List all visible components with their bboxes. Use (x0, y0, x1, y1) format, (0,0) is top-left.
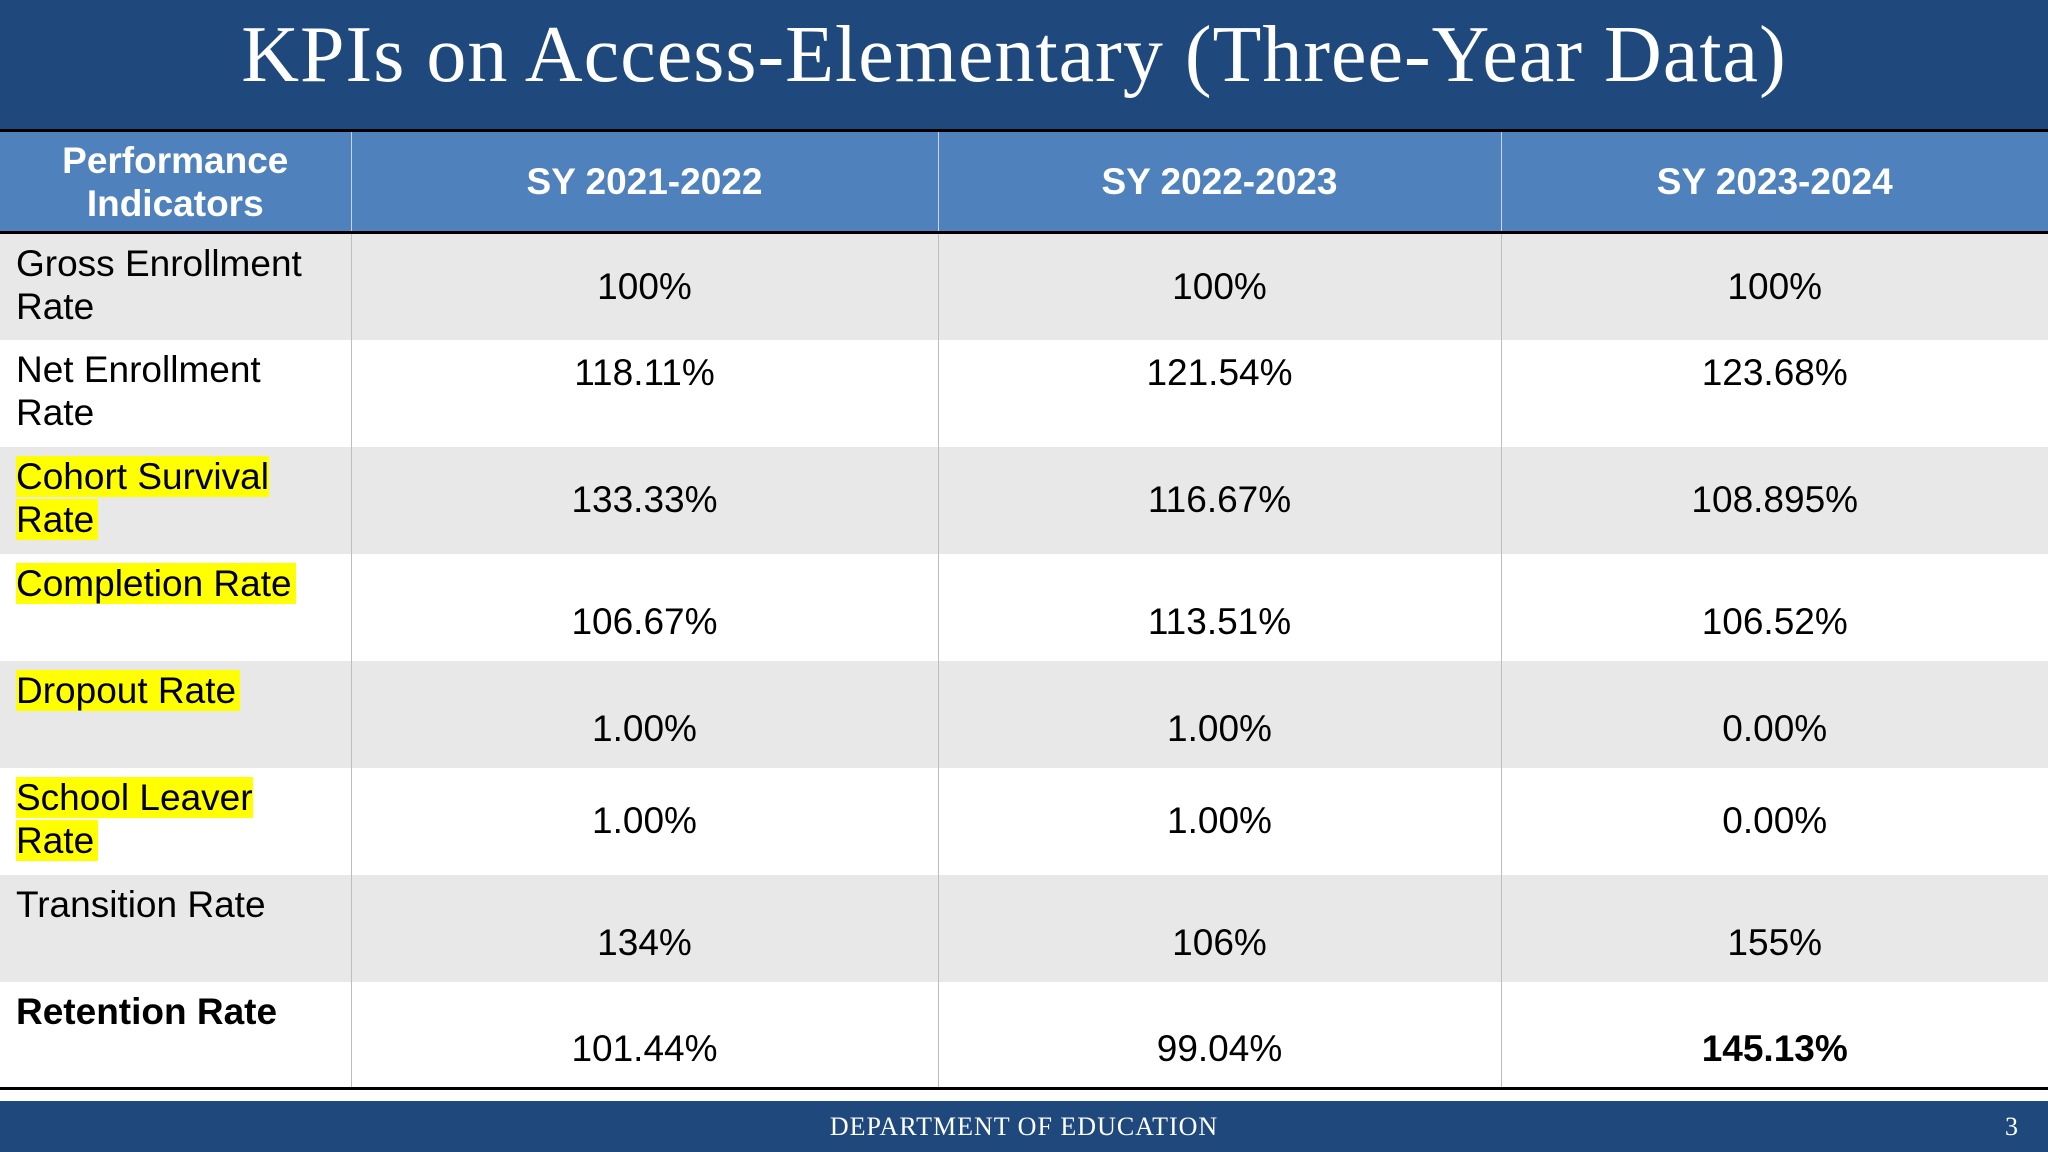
indicator-label-highlighted: Cohort Survival Rate (16, 455, 269, 540)
title-bar: KPIs on Access-Elementary (Three-Year Da… (0, 0, 2048, 129)
value-cell: 0.00% (1500, 767, 2048, 875)
table-row: Gross Enrollment Rate 100% 100% 100% (0, 232, 2048, 340)
value-cell: 118.11% (350, 339, 938, 447)
table-row: Completion Rate 106.67% 113.51% 106.52% (0, 553, 2048, 661)
page-number: 3 (2005, 1112, 2018, 1141)
indicator-cell: Retention Rate (0, 981, 351, 1090)
indicator-cell: Cohort Survival Rate (0, 447, 351, 554)
indicator-cell: School Leaver Rate (0, 768, 351, 875)
indicator-label: Net Enrollment Rate (16, 348, 261, 433)
indicator-cell: Completion Rate (0, 554, 351, 661)
indicator-label-bold: Retention Rate (16, 990, 278, 1032)
value-cell: 155% (1500, 874, 2048, 982)
value-cell: 133.33% (350, 446, 938, 554)
indicator-label-highlighted: School Leaver Rate (16, 776, 253, 861)
value-cell: 106.52% (1500, 553, 2048, 661)
value-cell: 0.00% (1500, 660, 2048, 768)
value-cell: 99.04% (937, 981, 1501, 1090)
value-cell: 100% (937, 232, 1501, 340)
value-cell: 134% (350, 874, 938, 982)
footer-text: DEPARTMENT OF EDUCATION (829, 1112, 1219, 1141)
indicator-cell: Dropout Rate (0, 661, 351, 768)
table-row: Cohort Survival Rate 133.33% 116.67% 108… (0, 446, 2048, 554)
indicator-cell: Net Enrollment Rate (0, 340, 351, 447)
footer-bar: DEPARTMENT OF EDUCATION 3 (0, 1101, 2048, 1152)
value-cell: 1.00% (350, 767, 938, 875)
indicator-label: Gross Enrollment Rate (16, 243, 302, 327)
indicator-label: Transition Rate (16, 883, 266, 925)
value-cell: 113.51% (937, 553, 1501, 661)
value-cell: 108.895% (1500, 446, 2048, 554)
indicator-cell: Transition Rate (0, 875, 351, 982)
value-cell: 123.68% (1500, 339, 2048, 447)
value-cell-bold: 145.13% (1500, 981, 2048, 1090)
table-row: Net Enrollment Rate 118.11% 121.54% 123.… (0, 339, 2048, 447)
table-row: Transition Rate 134% 106% 155% (0, 874, 2048, 982)
column-header-sy-2021-2022: SY 2021-2022 (350, 129, 938, 234)
value-cell: 1.00% (350, 660, 938, 768)
value-cell: 100% (1500, 232, 2048, 340)
value-cell: 106% (937, 874, 1501, 982)
kpi-table: Performance Indicators SY 2021-2022 SY 2… (0, 129, 2048, 1090)
table-row: Retention Rate 101.44% 99.04% 145.13% (0, 981, 2048, 1090)
table-header-row: Performance Indicators SY 2021-2022 SY 2… (0, 129, 2048, 234)
table-row: School Leaver Rate 1.00% 1.00% 0.00% (0, 767, 2048, 875)
value-cell: 116.67% (937, 446, 1501, 554)
value-cell: 1.00% (937, 767, 1501, 875)
indicator-cell: Gross Enrollment Rate (0, 233, 351, 340)
indicator-label-highlighted: Completion Rate (16, 562, 296, 604)
value-cell: 121.54% (937, 339, 1501, 447)
column-header-indicators: Performance Indicators (0, 129, 351, 234)
indicator-label-highlighted: Dropout Rate (16, 669, 241, 711)
column-header-sy-2022-2023: SY 2022-2023 (937, 129, 1501, 234)
value-cell: 100% (350, 232, 938, 340)
value-cell: 101.44% (350, 981, 938, 1090)
slide-title: KPIs on Access-Elementary (Three-Year Da… (241, 11, 1787, 99)
column-header-sy-2023-2024: SY 2023-2024 (1500, 129, 2048, 234)
table-row: Dropout Rate 1.00% 1.00% 0.00% (0, 660, 2048, 768)
value-cell: 1.00% (937, 660, 1501, 768)
value-cell: 106.67% (350, 553, 938, 661)
